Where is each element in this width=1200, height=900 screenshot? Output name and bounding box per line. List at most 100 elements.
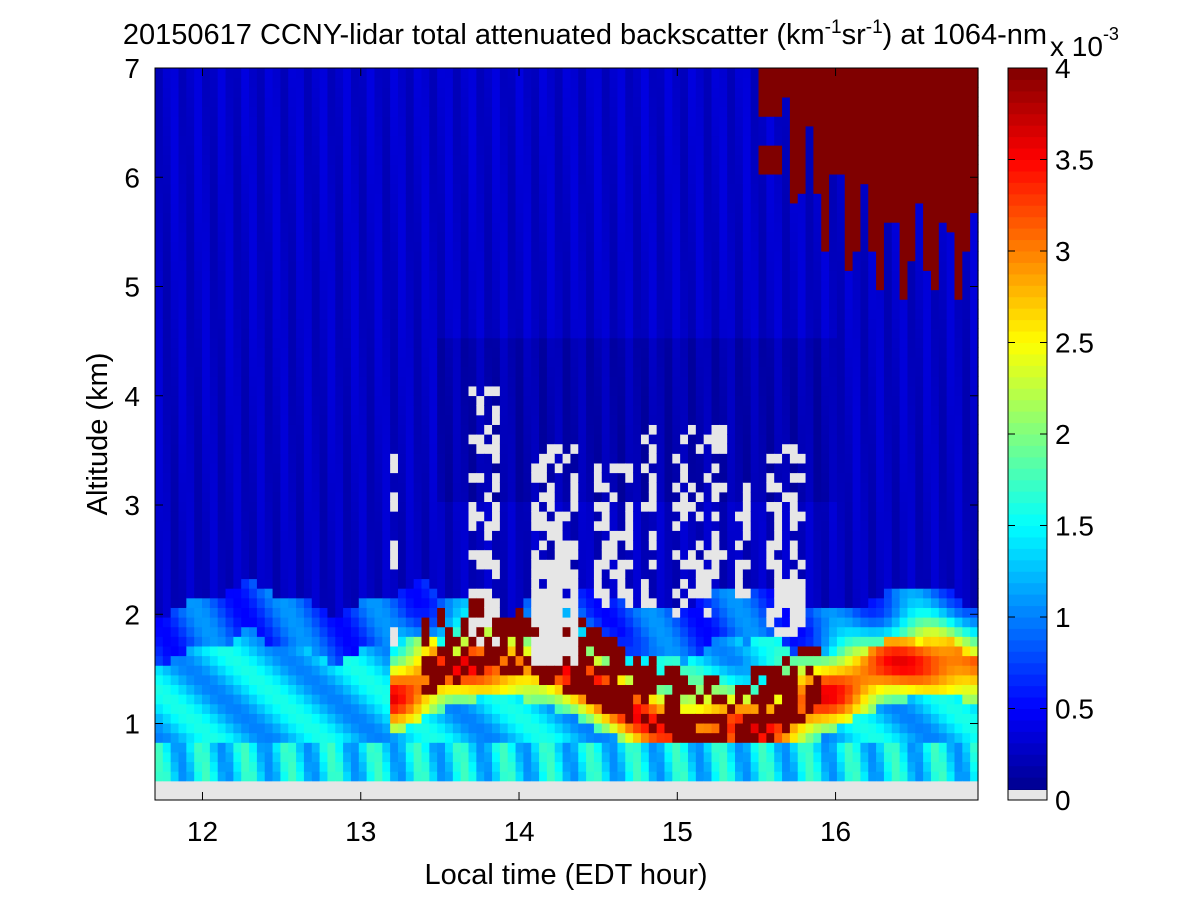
heatmap-cell <box>507 68 517 79</box>
heatmap-cell <box>460 511 470 522</box>
heatmap-cell <box>413 443 423 454</box>
heatmap-cell <box>186 164 195 175</box>
heatmap-cell <box>202 347 211 358</box>
heatmap-cell <box>202 251 211 262</box>
heatmap-cell <box>492 405 501 416</box>
heatmap-cell <box>296 790 305 801</box>
heatmap-cell <box>202 183 211 194</box>
heatmap-cell <box>593 106 603 117</box>
heatmap-cell <box>296 491 305 503</box>
heatmap-cell <box>554 645 564 657</box>
heatmap-cell <box>382 443 391 454</box>
heatmap-cell <box>194 337 203 348</box>
heatmap-cell <box>648 424 658 435</box>
heatmap-cell <box>311 385 321 397</box>
heatmap-cell <box>664 732 673 743</box>
heatmap-cell <box>358 539 368 551</box>
heatmap-cell <box>617 655 626 666</box>
heatmap-cell <box>256 347 266 358</box>
heatmap-cell <box>507 588 517 599</box>
heatmap-cell <box>445 414 454 425</box>
heatmap-cell <box>217 106 227 117</box>
heatmap-cell <box>343 434 352 445</box>
heatmap-cell <box>296 684 305 695</box>
heatmap-cell <box>296 202 305 214</box>
heatmap-cell <box>233 713 242 724</box>
heatmap-cell <box>570 617 579 628</box>
heatmap-cell <box>460 520 470 531</box>
heatmap-cell <box>507 790 517 801</box>
heatmap-cell <box>531 520 540 531</box>
heatmap-cell <box>578 414 587 425</box>
heatmap-cell <box>625 790 634 801</box>
heatmap-cell <box>617 193 626 204</box>
heatmap-cell <box>609 395 619 406</box>
heatmap-cell <box>445 482 454 493</box>
heatmap-cell <box>507 116 517 127</box>
heatmap-cell <box>609 183 619 194</box>
heatmap-cell <box>194 617 203 628</box>
heatmap-cell <box>617 241 626 252</box>
heatmap-cell <box>554 588 564 599</box>
heatmap-cell <box>468 289 477 300</box>
heatmap-cell <box>413 482 423 493</box>
heatmap-cell <box>484 780 493 791</box>
heatmap-cell <box>343 703 352 714</box>
heatmap-cell <box>382 645 391 657</box>
heatmap-cell <box>272 270 282 281</box>
heatmap-cell <box>311 106 321 117</box>
heatmap-cell <box>233 732 242 743</box>
heatmap-cell <box>194 665 203 676</box>
heatmap-cell <box>515 308 524 320</box>
heatmap-cell <box>272 491 282 503</box>
heatmap-cell <box>468 414 477 425</box>
heatmap-cell <box>578 761 587 772</box>
heatmap-cell <box>194 694 203 705</box>
heatmap-cell <box>421 434 430 445</box>
heatmap-cell <box>202 173 211 185</box>
heatmap-cell <box>546 125 556 137</box>
heatmap-cell <box>209 501 219 512</box>
heatmap-cell <box>507 289 517 300</box>
heatmap-cell <box>202 145 211 156</box>
heatmap-cell <box>664 722 673 734</box>
heatmap-cell <box>256 761 266 772</box>
heatmap-cell <box>217 790 227 801</box>
heatmap-cell <box>460 694 470 705</box>
heatmap-cell <box>429 337 438 348</box>
heatmap-cell <box>484 77 493 88</box>
heatmap-cell <box>476 424 485 435</box>
heatmap-cell <box>280 68 289 79</box>
heatmap-cell <box>484 270 493 281</box>
heatmap-cell <box>546 626 556 637</box>
heatmap-cell <box>241 347 250 358</box>
heatmap-cell <box>413 694 423 705</box>
heatmap-cell <box>335 106 344 117</box>
heatmap-cell <box>484 771 493 782</box>
heatmap-cell <box>648 780 658 791</box>
heatmap-cell <box>413 501 423 512</box>
heatmap-cell <box>296 337 305 348</box>
heatmap-cell <box>319 308 329 320</box>
heatmap-cell <box>272 308 282 320</box>
heatmap-cell <box>648 684 658 695</box>
heatmap-cell <box>445 173 454 185</box>
heatmap-cell <box>327 607 336 618</box>
heatmap-cell <box>586 328 595 339</box>
heatmap-cell <box>382 684 391 695</box>
heatmap-cell <box>664 356 673 368</box>
heatmap-cell <box>429 135 438 146</box>
heatmap-cell <box>162 376 172 387</box>
heatmap-cell <box>327 135 336 146</box>
heatmap-cell <box>162 260 172 271</box>
heatmap-cell <box>225 376 234 387</box>
heatmap-cell <box>593 318 603 329</box>
heatmap-cell <box>656 202 666 214</box>
heatmap-cell <box>617 684 626 695</box>
heatmap-cell <box>515 443 524 454</box>
heatmap-cell <box>546 520 556 531</box>
heatmap-cell <box>162 68 172 79</box>
heatmap-cell <box>162 414 172 425</box>
heatmap-cell <box>397 501 407 512</box>
heatmap-cell <box>437 453 446 464</box>
